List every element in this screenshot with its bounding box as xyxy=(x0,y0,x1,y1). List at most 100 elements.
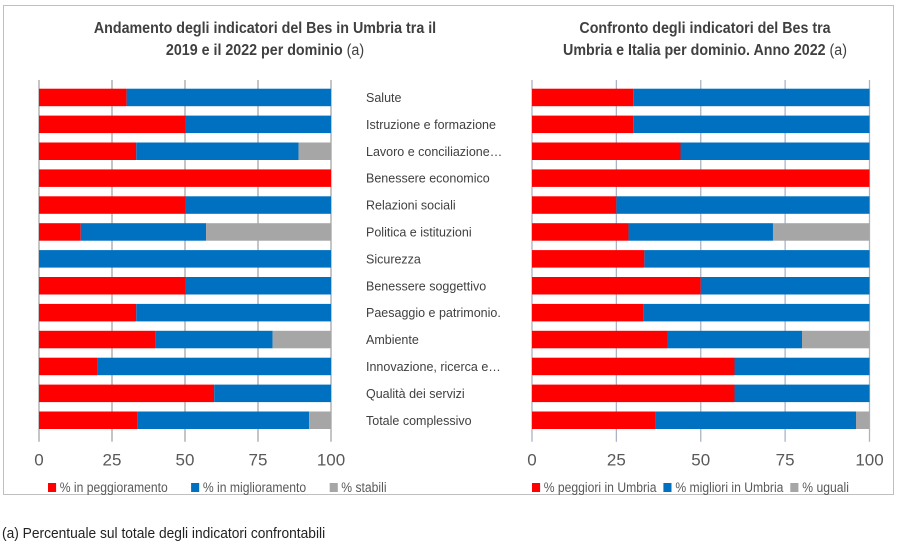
bar-segment xyxy=(532,303,644,322)
chart-frame xyxy=(3,5,894,495)
title-right-line2: Umbria e Italia per dominio. Anno 2022 xyxy=(563,42,826,59)
title-left-line2: 2019 e il 2022 per dominio xyxy=(165,42,343,59)
title-right-line1: Confronto degli indicatori del Bes tra xyxy=(579,20,831,37)
bar-segment xyxy=(126,88,331,107)
bar-segment xyxy=(39,169,331,187)
bar-segment xyxy=(616,196,870,214)
legend-label: % uguali xyxy=(802,480,849,495)
x-tick-label: 25 xyxy=(103,451,122,470)
bar-segment xyxy=(532,115,634,134)
bar-segment xyxy=(772,223,870,241)
category-label: Innovazione, ricerca e… xyxy=(366,360,501,374)
bar-segment xyxy=(856,411,870,429)
legend-label: % stabili xyxy=(341,480,387,495)
x-tick-label: 25 xyxy=(607,451,626,470)
bar-segment xyxy=(633,88,870,107)
legend-item: % uguali xyxy=(790,480,849,495)
legend-label: % in miglioramento xyxy=(202,480,307,495)
bar-segment xyxy=(532,330,667,349)
legend-item: % peggiori in Umbria xyxy=(532,480,656,495)
bar-segment xyxy=(532,142,681,160)
chart-title-left: Andamento degli indicatori del Bes in Um… xyxy=(58,18,472,62)
legend-item: % stabili xyxy=(329,480,387,495)
title-right-note: (a) xyxy=(829,42,847,59)
bar-segment xyxy=(214,384,331,403)
bar-segment xyxy=(734,384,870,403)
bar-segment xyxy=(680,142,870,160)
bar-segment xyxy=(532,357,735,376)
bar-segment xyxy=(185,196,331,214)
x-tick-label: 50 xyxy=(176,451,195,470)
bar-segment xyxy=(532,277,701,295)
chart-title-right: Confronto degli indicatori del Bes tra U… xyxy=(493,18,900,62)
title-left-note: (a) xyxy=(346,42,365,59)
legend-item: % in miglioramento xyxy=(191,480,306,495)
bar-segment xyxy=(644,250,870,268)
legend-label: % peggiori in Umbria xyxy=(543,480,657,495)
category-label: Lavoro e conciliazione… xyxy=(366,145,502,159)
bar-segment xyxy=(39,196,185,214)
category-label: Ambiente xyxy=(366,333,419,347)
bar-segment xyxy=(532,169,870,187)
legend-swatch-grey xyxy=(790,483,799,492)
bar-segment xyxy=(532,88,634,107)
legend-swatch-red xyxy=(48,483,57,492)
category-label: Paesaggio e patrimonio. xyxy=(366,306,501,320)
bar-segment xyxy=(532,223,629,241)
category-label: Benessere soggettivo xyxy=(366,279,486,293)
bar-segment xyxy=(39,277,185,295)
bar-segment xyxy=(155,330,273,349)
title-left-line1: Andamento degli indicatori del Bes in Um… xyxy=(93,20,437,37)
bar-segment xyxy=(39,223,81,241)
bar-segment xyxy=(633,115,870,134)
bar-segment xyxy=(39,384,215,403)
bar-segment xyxy=(39,303,137,322)
legend-right: % peggiori in Umbria % migliori in Umbri… xyxy=(532,480,856,495)
x-tick-label: 0 xyxy=(527,451,536,470)
bar-segment xyxy=(136,142,299,160)
legend-swatch-blue xyxy=(663,483,672,492)
bar-segment xyxy=(532,250,645,268)
bar-segment xyxy=(39,250,331,268)
bar-segment xyxy=(39,142,137,160)
footnote: (a) Percentuale sul totale degli indicat… xyxy=(2,526,326,542)
bar-segment xyxy=(532,384,735,403)
category-label: Relazioni sociali xyxy=(366,199,456,213)
x-tick-label: 100 xyxy=(855,451,883,470)
x-tick-label: 75 xyxy=(249,451,268,470)
legend-swatch-grey xyxy=(329,483,338,492)
bar-segment xyxy=(80,223,207,241)
bar-segment xyxy=(532,196,617,214)
bar-segment xyxy=(667,330,802,349)
category-label: Istruzione e formazione xyxy=(366,118,496,132)
bar-segment xyxy=(309,411,331,429)
bar-segment xyxy=(628,223,773,241)
category-label: Politica e istituzioni xyxy=(366,225,472,239)
legend-swatch-red xyxy=(532,483,541,492)
bar-segment xyxy=(532,411,656,429)
x-tick-label: 0 xyxy=(34,451,43,470)
bar-segment xyxy=(136,303,331,322)
bar-segment xyxy=(655,411,856,429)
bar-segment xyxy=(643,303,870,322)
bar-segment xyxy=(298,142,331,160)
bar-segment xyxy=(39,330,156,349)
bar-segment xyxy=(39,115,185,134)
bar-segment xyxy=(700,277,870,295)
bar-segment xyxy=(802,330,870,349)
bar-segment xyxy=(39,357,98,376)
bar-segment xyxy=(272,330,331,349)
category-label: Sicurezza xyxy=(366,252,421,266)
bar-segment xyxy=(185,115,331,134)
bar-segment xyxy=(185,277,331,295)
bar-segment xyxy=(734,357,870,376)
x-tick-label: 75 xyxy=(776,451,795,470)
bar-segment xyxy=(39,88,127,107)
legend-item: % in peggioramento xyxy=(48,480,168,495)
x-tick-label: 100 xyxy=(317,451,345,470)
bar-segment xyxy=(39,411,138,429)
x-tick-label: 50 xyxy=(691,451,710,470)
category-label: Benessere economico xyxy=(366,172,490,186)
legend-swatch-blue xyxy=(191,483,200,492)
category-label: Qualità dei servizi xyxy=(366,387,465,401)
